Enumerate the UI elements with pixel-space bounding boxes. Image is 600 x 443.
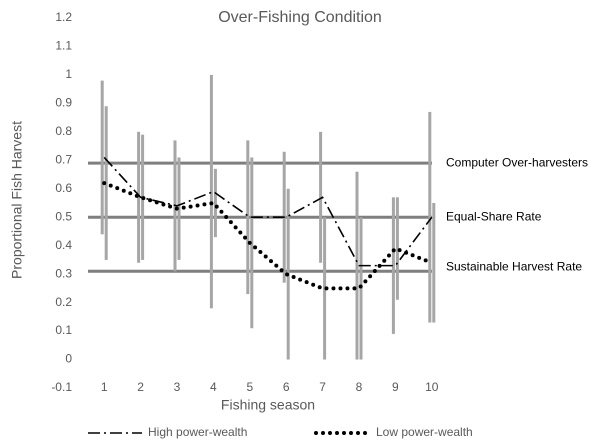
x-axis-label: Fishing season	[221, 397, 315, 413]
error-bar	[428, 111, 432, 323]
y-tick-label: 0.3	[55, 266, 72, 280]
error-bar	[137, 131, 141, 263]
series-line	[103, 156, 433, 267]
y-tick-label: 0.1	[55, 323, 72, 337]
error-bar	[355, 171, 359, 360]
y-tick-label: 0.9	[55, 96, 72, 110]
x-tick-label: 9	[392, 380, 399, 394]
error-bar	[209, 74, 213, 309]
y-axis-label: Proportional Fish Harvest	[9, 121, 25, 279]
legend-label: High power-wealth	[148, 425, 247, 439]
y-tick-label: 0	[65, 352, 72, 366]
x-tick-label: 3	[174, 380, 181, 394]
error-bar	[391, 197, 395, 334]
y-tick-label: 0.6	[55, 181, 72, 195]
error-bar	[100, 80, 104, 235]
y-tick-label: 0.8	[55, 124, 72, 138]
y-tick-label: 1.1	[55, 39, 72, 53]
error-bar	[319, 131, 323, 263]
error-bar	[213, 168, 217, 238]
y-tick-label: 1	[65, 67, 72, 81]
x-tick-label: 5	[246, 380, 253, 394]
error-bar	[432, 203, 436, 323]
error-bar	[250, 157, 254, 329]
error-bar	[177, 157, 181, 260]
error-bar	[246, 140, 250, 295]
reference-label: Equal-Share Rate	[446, 209, 542, 223]
y-tick-label: 0.2	[55, 295, 72, 309]
error-bar	[395, 197, 399, 300]
legend-label: Low power-wealth	[376, 425, 473, 439]
x-tick-label: 8	[356, 380, 363, 394]
y-tick-label: 0.7	[55, 152, 72, 166]
reference-label: Sustainable Harvest Rate	[446, 259, 582, 273]
x-tick-label: 4	[210, 380, 217, 394]
x-tick-label: 1	[101, 380, 108, 394]
x-tick-label: 2	[137, 380, 144, 394]
y-tick-label: 1.2	[55, 10, 72, 24]
x-tick-label: 10	[425, 380, 439, 394]
x-tick-label: 6	[283, 380, 290, 394]
y-tick-label: -0.1	[51, 380, 72, 394]
reference-label: Computer Over-harvesters	[446, 155, 588, 169]
x-tick-label: 7	[319, 380, 326, 394]
y-tick-label: 0.4	[55, 238, 72, 252]
chart-title: Over-Fishing Condition	[218, 9, 382, 26]
y-tick-label: 0.5	[55, 209, 72, 223]
